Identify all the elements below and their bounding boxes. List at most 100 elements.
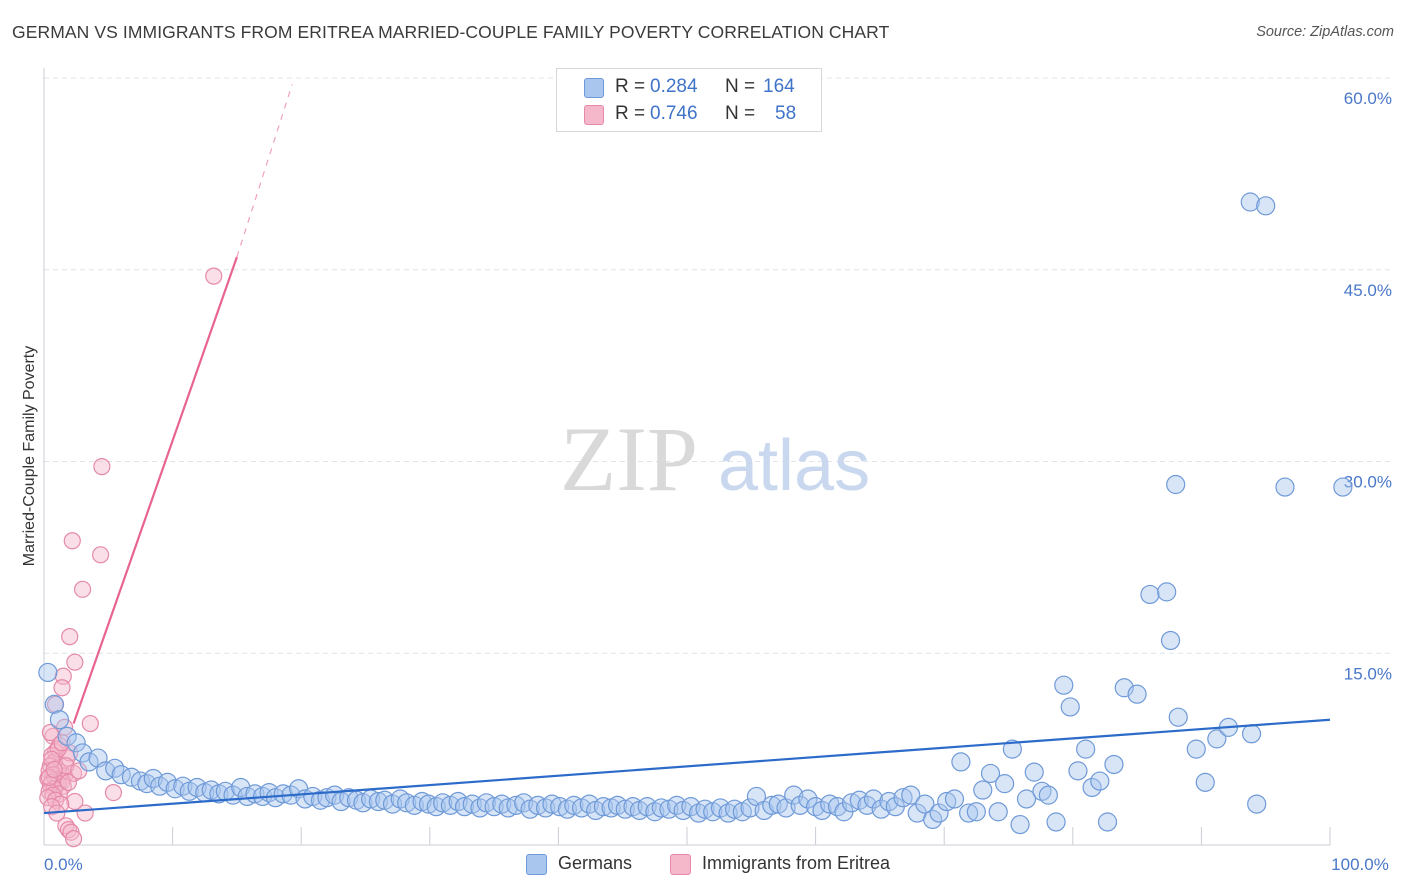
data-point-germans [470,798,490,818]
data-point-germans [484,797,504,817]
data-point-germans [1157,582,1177,602]
y-tick-label: 15.0% [1344,664,1392,683]
chart-title: GERMAN VS IMMIGRANTS FROM ERITREA MARRIE… [12,22,890,42]
data-point-germans [1168,707,1188,727]
data-point-germans [143,768,163,789]
legend-row-germans: R = 0.284 N = 164 [557,74,821,100]
data-point-eritrea [64,830,83,848]
data-point-germans [38,662,58,683]
x-tick-label: 100.0% [1331,855,1389,874]
legend-swatch-eritrea [670,854,691,875]
data-point-germans [1240,192,1260,212]
data-point-germans [498,798,518,818]
data-point-germans [1241,724,1262,744]
data-point-germans [237,786,257,807]
data-point-germans [542,794,562,814]
data-point-germans [1054,675,1074,695]
y-tick-label: 60.0% [1344,89,1392,108]
y-axis-label: Married-Couple Family Poverty [21,346,38,567]
data-point-germans [959,803,979,823]
data-point-germans [49,710,70,730]
series-germans-points [38,192,1353,835]
legend-row-eritrea: R = 0.746 N = 58 [557,101,821,127]
data-point-germans [448,791,468,812]
data-point-germans [988,802,1008,822]
data-point-germans [550,797,570,817]
data-point-eritrea [63,532,81,550]
data-point-germans [966,802,986,822]
data-point-germans [1127,684,1147,704]
data-point-germans [418,794,439,814]
data-point-germans [893,788,913,808]
watermark-atlas: atlas [718,426,870,506]
legend-n-value: 164 [763,76,795,97]
y-tick-label: 45.0% [1344,281,1392,300]
data-point-germans [1010,814,1030,835]
data-point-germans [915,794,935,814]
watermark-zip: ZIP [560,408,698,510]
watermark: ZIP atlas [560,408,870,510]
data-point-eritrea [91,546,110,564]
data-point-germans [1104,754,1124,775]
data-point-eritrea [73,580,92,598]
data-point-germans [1186,739,1206,759]
tick-labels: 15.0% 30.0% 45.0% 60.0% 0.0% 100.0% [44,89,1392,874]
legend-n-value: 58 [775,103,797,124]
data-point-germans [1256,196,1276,216]
data-point-germans [944,789,965,809]
data-point-eritrea [76,804,94,822]
data-point-germans [762,795,782,815]
data-point-germans [1076,739,1096,759]
data-point-germans [1060,697,1080,717]
legend-n-label: N = [725,76,756,97]
data-point-germans [1333,477,1353,497]
data-point-germans [951,752,971,772]
data-point-germans [1207,729,1227,749]
trend-line-eritrea [72,256,238,724]
y-tick-label: 30.0% [1344,473,1392,492]
data-point-eritrea [104,783,123,802]
data-point-germans [615,799,635,819]
data-point-germans [157,772,178,792]
data-point-germans [528,795,548,815]
data-point-eritrea [43,750,61,768]
data-point-germans [1195,772,1215,792]
data-point-germans [165,779,185,799]
data-point-eritrea [59,821,78,839]
data-point-germans [1166,474,1186,495]
legend-n-label: N = [725,103,756,124]
data-point-germans [980,763,1001,784]
trend-line-germans [43,718,1331,815]
trend-line-eritrea-extension [236,84,293,258]
data-point-germans [454,797,475,817]
data-point-germans [1038,785,1058,805]
data-point-germans [433,793,453,813]
legend-swatch-germans [584,78,604,98]
data-point-germans [827,797,848,817]
data-point-eritrea [66,792,84,811]
data-point-eritrea [61,628,79,646]
data-point-germans [1247,794,1267,814]
data-point-germans [879,791,899,812]
data-point-eritrea [66,653,84,671]
legend-swatch-germans [526,854,547,875]
data-point-germans [842,793,862,813]
data-point-germans [790,795,810,815]
data-point-germans [871,799,891,819]
data-point-germans [339,788,359,808]
source-label: Source: ZipAtlas.com [1256,24,1394,40]
legend-r-label: R = [615,76,646,97]
gridlines [44,77,1392,654]
data-point-germans [44,694,64,714]
data-point-germans [798,789,818,809]
data-point-germans [784,785,804,805]
axes [43,68,1331,846]
data-point-germans [1097,812,1118,832]
data-point-germans [667,795,687,815]
data-point-germans [1024,762,1044,782]
x-tick-label: 0.0% [44,855,83,874]
data-point-germans [1046,812,1066,832]
data-point-germans [397,793,417,813]
data-point-germans [929,803,949,823]
